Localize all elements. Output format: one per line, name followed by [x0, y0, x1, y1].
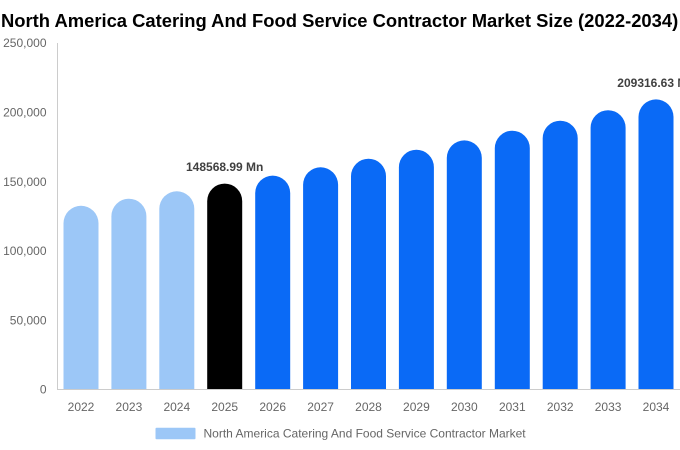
svg-text:2029: 2029 [403, 400, 430, 414]
svg-text:North America Catering And Foo: North America Catering And Food Service … [1, 10, 678, 31]
svg-text:2027: 2027 [307, 400, 334, 414]
svg-text:200,000: 200,000 [3, 106, 47, 120]
svg-text:2026: 2026 [259, 400, 286, 414]
svg-text:250,000: 250,000 [3, 36, 47, 50]
svg-text:100,000: 100,000 [3, 244, 47, 258]
svg-text:2030: 2030 [451, 400, 478, 414]
svg-text:150,000: 150,000 [3, 175, 47, 189]
svg-text:2028: 2028 [355, 400, 382, 414]
svg-text:2033: 2033 [595, 400, 622, 414]
svg-text:2024: 2024 [163, 400, 190, 414]
svg-text:2034: 2034 [643, 400, 670, 414]
svg-text:50,000: 50,000 [10, 313, 47, 327]
svg-text:2032: 2032 [547, 400, 574, 414]
svg-text:2023: 2023 [116, 400, 143, 414]
svg-text:2025: 2025 [211, 400, 238, 414]
svg-text:148568.99 Mn: 148568.99 Mn [186, 160, 263, 174]
svg-text:209316.63 Mn: 209316.63 Mn [617, 76, 680, 90]
svg-text:North America Catering And Foo: North America Catering And Food Service … [204, 427, 527, 441]
svg-text:0: 0 [40, 383, 47, 397]
svg-text:2022: 2022 [68, 400, 95, 414]
svg-text:2031: 2031 [499, 400, 526, 414]
